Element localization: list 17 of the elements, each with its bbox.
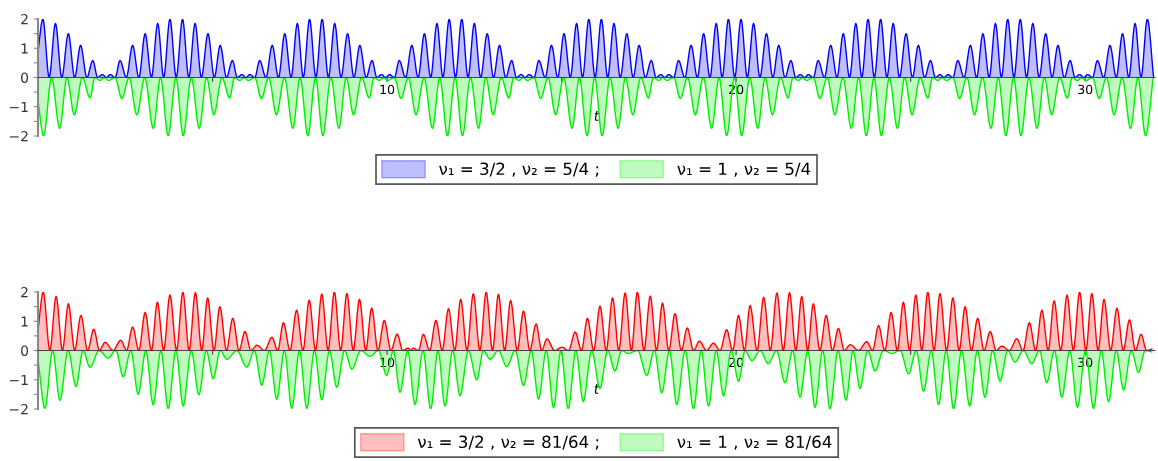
- legend-label: ν₁ = 1 , ν₂ = 81/64: [677, 435, 832, 450]
- y-tick-label: 0: [21, 72, 29, 83]
- legend-label: ν₁ = 3/2 , ν₂ = 5/4 ;: [439, 162, 599, 177]
- y-tick-label: −2: [9, 403, 28, 415]
- y-tick-label: 2: [21, 286, 28, 298]
- y-tick-label: −2: [9, 130, 28, 142]
- y-tick-label: 0: [21, 345, 29, 356]
- y-tick-label: 1: [21, 316, 28, 327]
- x-axis-title: t: [594, 384, 600, 394]
- legend-label: ν₁ = 1 , ν₂ = 5/4: [677, 162, 811, 177]
- legend-label: ν₁ = 3/2 , ν₂ = 81/64 ;: [417, 435, 599, 450]
- y-tick-label: −1: [9, 374, 28, 386]
- x-tick-label: 10: [380, 84, 395, 95]
- y-tick-label: 2: [21, 13, 28, 25]
- y-tick-label: −1: [9, 101, 28, 113]
- y-tick-label: 1: [21, 43, 28, 54]
- x-tick-label: 30: [1078, 84, 1093, 95]
